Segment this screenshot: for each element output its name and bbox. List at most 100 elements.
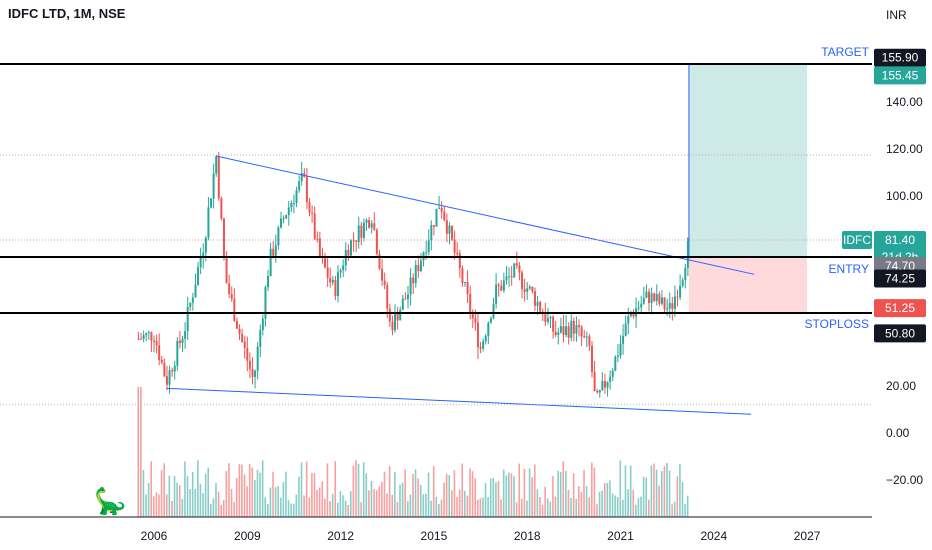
- volume-bar: [246, 486, 248, 517]
- volume-bar: [370, 481, 373, 517]
- volume-bar: [199, 483, 202, 517]
- volume-bar: [598, 491, 601, 517]
- volume-bar: [321, 481, 324, 517]
- candle-up: [181, 338, 184, 344]
- volume-bar: [660, 471, 663, 517]
- candle-down: [233, 298, 236, 321]
- volume-bar: [254, 480, 256, 517]
- candle-down: [375, 229, 378, 254]
- ticker-badge: [842, 231, 872, 249]
- volume-bar: [391, 494, 394, 517]
- horizontal-levels: TARGET ENTRY STOPLOSS: [0, 45, 872, 331]
- candle-up: [425, 252, 428, 254]
- candle-up: [464, 282, 466, 284]
- candle-down: [648, 291, 651, 304]
- candle-up: [191, 297, 194, 303]
- candle-up: [528, 286, 531, 289]
- candle-up: [176, 340, 179, 366]
- candle-up: [508, 276, 511, 278]
- candle-up: [365, 220, 368, 223]
- volume-bar: [311, 473, 313, 517]
- volume-bar: [572, 473, 575, 517]
- candle-down: [324, 257, 327, 268]
- volume-bar: [515, 502, 518, 517]
- candle-down: [580, 327, 583, 337]
- volume-bar: [279, 497, 282, 517]
- volume-bar: [627, 489, 629, 517]
- volume-bar: [492, 477, 495, 517]
- volume-bar: [676, 476, 679, 517]
- candle-up: [448, 225, 451, 234]
- volume-bar: [355, 460, 357, 517]
- x-tick-label: 2024: [700, 529, 727, 543]
- candle-up: [482, 341, 485, 349]
- volume-bar: [140, 387, 142, 517]
- candle-up: [256, 346, 259, 371]
- candle-down: [583, 336, 586, 338]
- candle-down: [311, 212, 314, 214]
- candle-up: [215, 156, 218, 174]
- volume-bar: [484, 483, 487, 517]
- candle-up: [616, 355, 619, 357]
- candle-down: [171, 370, 174, 372]
- volume-bar: [521, 498, 523, 517]
- volume-bar: [373, 489, 375, 517]
- chart-title: IDFC LTD, 1M, NSE: [8, 6, 126, 21]
- candle-up: [274, 245, 277, 256]
- volume-bar: [160, 470, 163, 517]
- candle-up: [427, 240, 430, 253]
- volume-bar: [256, 469, 259, 517]
- candle-down: [445, 220, 448, 234]
- volume-bar: [533, 464, 536, 517]
- candle-down: [318, 238, 321, 257]
- volume-bar: [541, 504, 544, 517]
- candle-up: [611, 370, 614, 377]
- candle-down: [230, 293, 233, 299]
- volume-bar: [443, 482, 445, 517]
- volume-bar: [448, 475, 451, 517]
- volume-bar: [502, 469, 505, 517]
- volume-bar: [396, 501, 399, 517]
- candle-up: [264, 287, 267, 319]
- candle-up: [549, 316, 552, 319]
- candle-up: [660, 297, 663, 304]
- candle-down: [552, 316, 555, 332]
- stop-lower-badge: [874, 324, 926, 343]
- volume-bar: [349, 491, 352, 517]
- candle-down: [220, 198, 223, 219]
- candle-down: [246, 347, 249, 361]
- y-tick-label: 20.00: [886, 379, 916, 393]
- volume-bar: [344, 500, 347, 517]
- candle-up: [282, 218, 285, 220]
- volume-bar: [158, 494, 160, 517]
- volume-bar: [381, 481, 383, 517]
- volume-bar: [624, 465, 627, 517]
- volume-bar: [272, 471, 274, 517]
- candle-up: [645, 291, 648, 298]
- candle-down: [497, 284, 500, 286]
- volume-bar: [292, 503, 295, 517]
- volume-bar: [435, 496, 438, 517]
- candle-up: [285, 214, 288, 219]
- volume-bar: [526, 500, 528, 517]
- volume-bar: [658, 485, 660, 517]
- candle-up: [438, 207, 441, 209]
- volume-bar: [394, 472, 396, 517]
- candle-down: [456, 252, 459, 254]
- volume-bar: [585, 486, 588, 517]
- candle-up: [619, 343, 622, 356]
- volume-bar: [453, 470, 456, 517]
- candle-up: [622, 335, 625, 344]
- volume-bar: [153, 496, 155, 517]
- volume-bar: [378, 486, 381, 517]
- candle-up: [598, 389, 601, 393]
- candle-down: [163, 362, 166, 377]
- volume-bar: [204, 473, 207, 517]
- candle-down: [248, 360, 251, 369]
- candle-down: [658, 294, 661, 304]
- candle-up: [349, 240, 352, 256]
- candle-down: [531, 286, 534, 292]
- candle-up: [526, 288, 529, 292]
